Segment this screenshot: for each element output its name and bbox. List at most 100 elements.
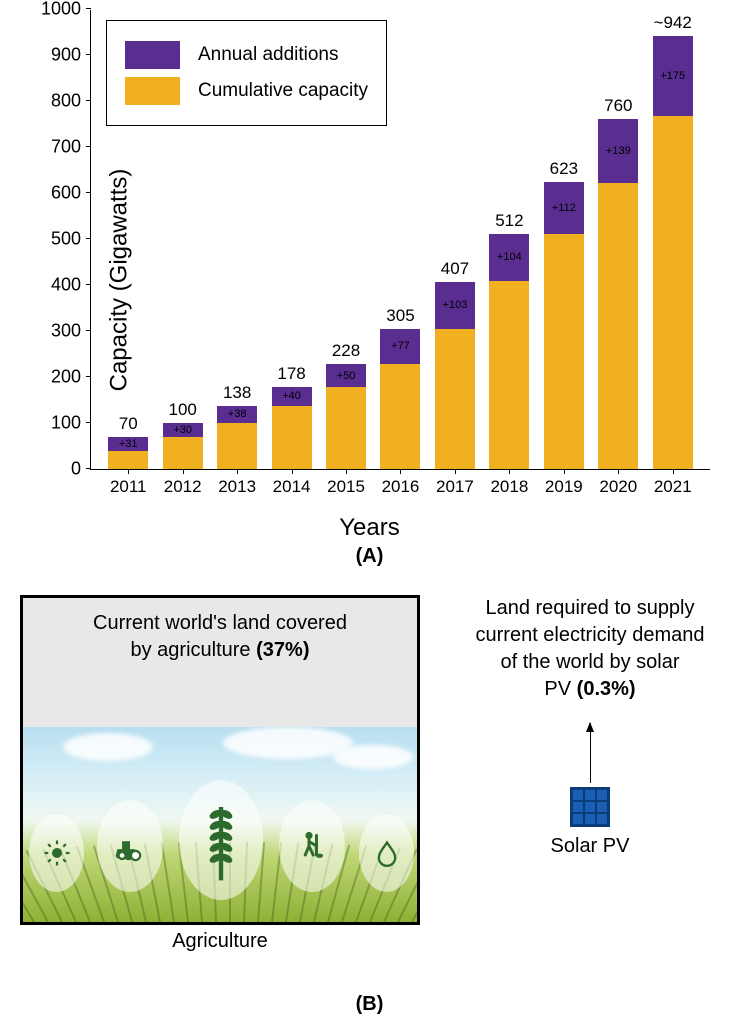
bar-segment-cumulative xyxy=(435,329,475,469)
y-tick-mark xyxy=(86,284,91,285)
bar-segment-additions: +103 xyxy=(435,282,475,329)
y-tick-label: 1000 xyxy=(41,0,91,20)
y-tick-label: 400 xyxy=(51,275,91,296)
bar-group: ~942+1752021 xyxy=(653,36,693,469)
panel-b-label: (B) xyxy=(356,993,384,1016)
panel-b-container: Current world's land covered by agricult… xyxy=(0,560,739,1024)
bar-segment-additions: +175 xyxy=(653,36,693,117)
bar-additions-label: +175 xyxy=(660,70,685,82)
bar-segment-cumulative xyxy=(217,423,257,469)
y-tick-mark xyxy=(86,54,91,55)
x-tick-mark xyxy=(564,469,565,474)
agri-heading-percent: (37%) xyxy=(256,639,309,661)
bar-segment-additions: +50 xyxy=(326,364,366,387)
bar-group: 623+1122019 xyxy=(544,182,584,469)
bar-segment-cumulative xyxy=(272,406,312,469)
bar-segment-additions: +112 xyxy=(544,182,584,234)
y-tick-label: 200 xyxy=(51,367,91,388)
y-tick-label: 0 xyxy=(71,459,91,480)
bar-group: 138+382013 xyxy=(217,406,257,469)
bar-group: 70+312011 xyxy=(108,437,148,469)
bar-group: 305+772016 xyxy=(380,329,420,469)
x-tick-mark xyxy=(128,469,129,474)
cloud-shape xyxy=(333,745,413,769)
bar-total-label: 138 xyxy=(223,383,251,403)
bar-segment-cumulative xyxy=(598,183,638,469)
x-tick-mark xyxy=(237,469,238,474)
bar-segment-additions: +139 xyxy=(598,119,638,183)
x-tick-label: 2017 xyxy=(436,477,474,497)
bar-segment-cumulative xyxy=(326,387,366,469)
y-tick-label: 700 xyxy=(51,137,91,158)
x-tick-mark xyxy=(183,469,184,474)
pv-heading-line4-prefix: PV xyxy=(544,678,576,700)
solar-pv-label: Solar PV xyxy=(551,835,630,858)
bar-group: 100+302012 xyxy=(163,423,203,469)
solar-pv-box: Land required to supply current electric… xyxy=(450,595,730,703)
x-tick-mark xyxy=(509,469,510,474)
y-tick-label: 900 xyxy=(51,45,91,66)
pv-heading-line3: of the world by solar xyxy=(501,651,680,673)
bar-total-label: 228 xyxy=(332,341,360,361)
pv-heading-percent: (0.3%) xyxy=(577,678,636,700)
y-tick-label: 800 xyxy=(51,91,91,112)
x-tick-label: 2011 xyxy=(110,477,147,497)
chart-plot-area: Annual additions Cumulative capacity 70+… xyxy=(90,10,710,470)
bar-total-label: 100 xyxy=(168,400,196,420)
y-tick-mark xyxy=(86,468,91,469)
pv-heading: Land required to supply current electric… xyxy=(450,595,730,703)
pv-heading-line2: current electricity demand xyxy=(476,624,705,646)
bar-total-label: ~942 xyxy=(654,13,692,33)
x-tick-mark xyxy=(455,469,456,474)
pv-arrow xyxy=(590,723,591,783)
bar-additions-label: +30 xyxy=(173,424,192,436)
x-tick-label: 2014 xyxy=(273,477,311,497)
tractor-icon xyxy=(97,800,163,892)
bar-segment-additions: +38 xyxy=(217,406,257,423)
bar-additions-label: +31 xyxy=(119,438,138,450)
y-tick-label: 600 xyxy=(51,183,91,204)
bar-total-label: 70 xyxy=(119,414,138,434)
agri-heading-line2-prefix: by agriculture xyxy=(131,639,257,661)
bar-total-label: 178 xyxy=(277,364,305,384)
pv-heading-line1: Land required to supply xyxy=(485,597,694,619)
sun-icon xyxy=(29,814,84,892)
agriculture-scene xyxy=(23,727,417,922)
x-tick-label: 2015 xyxy=(327,477,365,497)
panel-a-container: Capacity (Gigawatts) Annual additions Cu… xyxy=(0,0,739,560)
y-tick-mark xyxy=(86,192,91,193)
bar-group: 178+402014 xyxy=(272,387,312,469)
bar-additions-label: +112 xyxy=(552,202,576,214)
bar-additions-label: +77 xyxy=(391,340,410,352)
bar-total-label: 760 xyxy=(604,96,632,116)
bar-segment-cumulative xyxy=(163,437,203,469)
x-tick-label: 2020 xyxy=(599,477,637,497)
y-tick-label: 300 xyxy=(51,321,91,342)
water-drop-icon xyxy=(359,814,414,892)
bar-additions-label: +139 xyxy=(606,145,631,157)
bar-segment-additions: +77 xyxy=(380,329,420,364)
bar-additions-label: +50 xyxy=(337,370,356,382)
agriculture-label: Agriculture xyxy=(20,930,420,953)
y-tick-mark xyxy=(86,100,91,101)
wheat-icon xyxy=(179,780,263,900)
bar-group: 407+1032017 xyxy=(435,282,475,469)
y-tick-mark xyxy=(86,376,91,377)
y-tick-mark xyxy=(86,238,91,239)
bar-total-label: 512 xyxy=(495,211,523,231)
agriculture-box: Current world's land covered by agricult… xyxy=(20,595,420,925)
agriculture-heading: Current world's land covered by agricult… xyxy=(23,610,417,664)
bar-segment-additions: +104 xyxy=(489,234,529,282)
bar-additions-label: +104 xyxy=(497,251,522,263)
y-tick-mark xyxy=(86,422,91,423)
farmer-icon xyxy=(279,800,345,892)
bar-segment-cumulative xyxy=(380,364,420,469)
bar-additions-label: +38 xyxy=(228,408,247,420)
x-tick-mark xyxy=(400,469,401,474)
x-tick-label: 2019 xyxy=(545,477,583,497)
bar-segment-additions: +31 xyxy=(108,437,148,451)
x-tick-label: 2021 xyxy=(654,477,692,497)
x-tick-label: 2018 xyxy=(490,477,528,497)
x-tick-label: 2012 xyxy=(164,477,202,497)
bar-additions-label: +103 xyxy=(443,299,468,311)
